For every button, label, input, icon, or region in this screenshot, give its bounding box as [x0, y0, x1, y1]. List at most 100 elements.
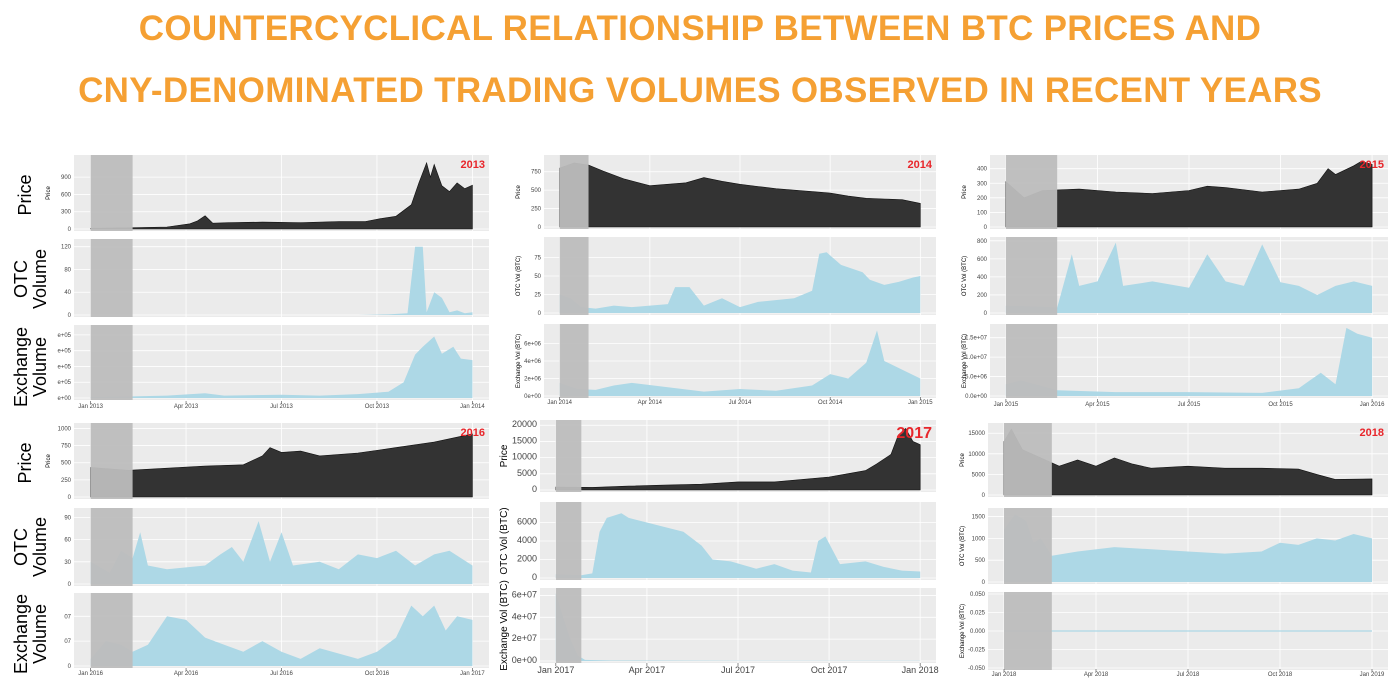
y-tick-label: 1000 [972, 536, 986, 542]
chart-panel-2018: 0 5000 10000 15000 Price 0 500 1000 1500 OTC Vol … [960, 423, 1388, 678]
otc-y-axis-label: OTC Vol (BTC) [960, 526, 966, 566]
row-label-otc: OTC Volume [11, 517, 50, 577]
y-tick-label: 1.5e+07 [965, 336, 988, 342]
price-y-axis-label: Price [499, 444, 510, 467]
x-tick-label: Jan 2017 [537, 665, 574, 675]
row-label-otc-line1: OTC [11, 528, 31, 566]
price-subplot: 0 300 600 900 Price [46, 155, 489, 233]
y-tick-label: 5000 [972, 472, 986, 478]
title-banner: COUNTERCYCLICAL RELATIONSHIP BETWEEN BTC… [0, 0, 1400, 130]
x-tick-label: Jan 2013 [78, 404, 103, 410]
y-tick-label: 0 [68, 495, 72, 501]
price-y-axis-label: Price [516, 185, 522, 199]
price-y-axis-label: Price [46, 186, 52, 200]
x-tick-label: Oct 2017 [811, 665, 848, 675]
x-tick-label: Apr 2016 [174, 671, 199, 677]
x-tick-label: Apr 2015 [1085, 402, 1110, 408]
y-tick-label: 0e+00 [512, 655, 537, 665]
y-tick-label: 25 [534, 293, 541, 299]
y-tick-label: 200 [977, 196, 988, 202]
y-tick-label: 0 [68, 582, 72, 588]
y-tick-label: 500 [61, 461, 72, 467]
x-tick-label: Jan 2018 [992, 672, 1017, 678]
chart-panel-2016: 0 250 500 750 1000 Price 0 30 60 90 0 07 07 2016 Jan 2… [46, 423, 489, 677]
row-label-exchange-line2: Volume [30, 337, 50, 397]
y-tick-label: 2e+07 [512, 633, 537, 643]
y-tick-label: 10000 [968, 452, 985, 458]
otc-y-axis-label: OTC Vol (BTC) [962, 256, 968, 296]
x-tick-label: Jan 2017 [460, 671, 485, 677]
exchange-subplot: -0.050 -0.025 0.000 0.025 0.050 Exchange Vol … [960, 592, 1388, 672]
y-tick-label: 4000 [517, 535, 537, 545]
y-tick-label: 0.025 [970, 611, 986, 617]
y-tick-label: 0 [538, 311, 542, 317]
y-tick-label: 0.0e+00 [965, 394, 988, 400]
shaded-period [555, 588, 582, 663]
y-tick-label: 500 [531, 188, 542, 194]
y-tick-label: 0 [538, 225, 542, 231]
year-label: 2017 [896, 425, 932, 442]
y-tick-label: 800 [977, 239, 988, 245]
shaded-period [559, 155, 589, 229]
y-tick-label: 50 [534, 274, 541, 280]
y-tick-label: 80 [64, 267, 71, 273]
y-tick-label: 100 [977, 210, 988, 216]
y-tick-label: 0.050 [970, 592, 986, 598]
x-tick-label: Jul 2016 [270, 671, 293, 677]
y-tick-label: 0e+00 [524, 394, 542, 400]
y-tick-label: e+00 [57, 396, 71, 402]
row-label-otc-line2: Volume [30, 517, 50, 577]
x-tick-label: Jan 2015 [994, 402, 1019, 408]
row-label-exchange: Exchange Volume [11, 594, 50, 674]
otc-y-axis-label: OTC Vol (BTC) [516, 256, 522, 296]
row-label-exchange-line1: Exchange [11, 594, 31, 674]
y-tick-label: 4e+07 [512, 611, 537, 621]
price-series-area [90, 433, 473, 498]
shaded-period [559, 237, 589, 315]
exchange-y-axis-label: Exchange Vol (BTC) [499, 580, 510, 671]
y-tick-label: e+05 [57, 364, 71, 370]
shaded-period [1004, 508, 1052, 584]
price-y-axis-label: Price [960, 453, 966, 467]
y-tick-label: 4e+06 [524, 359, 542, 365]
exchange-y-axis-label: Exchange Vol (BTC) [962, 334, 968, 388]
price-subplot: 0 5000 10000 15000 Price [960, 423, 1388, 499]
chart-title-line-2: CNY-DENOMINATED TRADING VOLUMES OBSERVED… [78, 71, 1322, 110]
x-tick-label: Oct 2015 [1268, 402, 1293, 408]
y-tick-label: 900 [61, 175, 72, 181]
otc-subplot: 0 2000 4000 6000 OTC Vol (BTC) [499, 502, 936, 582]
x-tick-label: Jan 2019 [1360, 672, 1385, 678]
chart-title-line-1: COUNTERCYCLICAL RELATIONSHIP BETWEEN BTC… [138, 9, 1262, 48]
y-tick-label: 0 [982, 493, 986, 499]
otc-series-area [1004, 514, 1372, 582]
y-tick-label: 75 [534, 256, 541, 262]
shaded-period [555, 420, 582, 492]
x-tick-label: Jan 2014 [547, 400, 572, 406]
y-tick-label: 400 [977, 167, 988, 173]
otc-series-area [90, 246, 473, 315]
x-tick-label: Oct 2013 [365, 404, 390, 410]
y-tick-label: 15000 [512, 435, 537, 445]
y-tick-label: 6000 [517, 517, 537, 527]
y-tick-label: 2e+06 [524, 377, 542, 383]
row-label-exchange: Exchange Volume [11, 327, 50, 407]
otc-subplot: 0 25 50 75 OTC Vol (BTC) [516, 237, 936, 317]
otc-series-area [555, 513, 921, 578]
otc-subplot: 0 30 60 90 [64, 508, 489, 588]
y-tick-label: 0 [982, 580, 986, 586]
exchange-subplot: 0 07 07 [64, 593, 489, 670]
x-tick-label: Jan 2015 [908, 400, 933, 406]
y-tick-label: 0.000 [970, 629, 986, 635]
x-tick-label: Apr 2014 [638, 400, 663, 406]
exchange-series-area [90, 605, 473, 666]
y-tick-label: 30 [64, 560, 71, 566]
exchange-y-axis-label: Exchange Vol (BTC) [516, 334, 522, 388]
y-tick-label: 0 [532, 572, 537, 582]
shaded-period [90, 423, 133, 499]
otc-subplot: 0 500 1000 1500 OTC Vol (BTC) [960, 508, 1388, 586]
row-label-otc-line1: OTC [11, 260, 31, 298]
y-tick-label: 0 [68, 664, 72, 670]
y-tick-label: 1000 [58, 426, 72, 432]
chart-panel-2014: 0 250 500 750 Price 0 25 50 75 OTC Vol (BTC) 0e+00… [516, 155, 936, 406]
